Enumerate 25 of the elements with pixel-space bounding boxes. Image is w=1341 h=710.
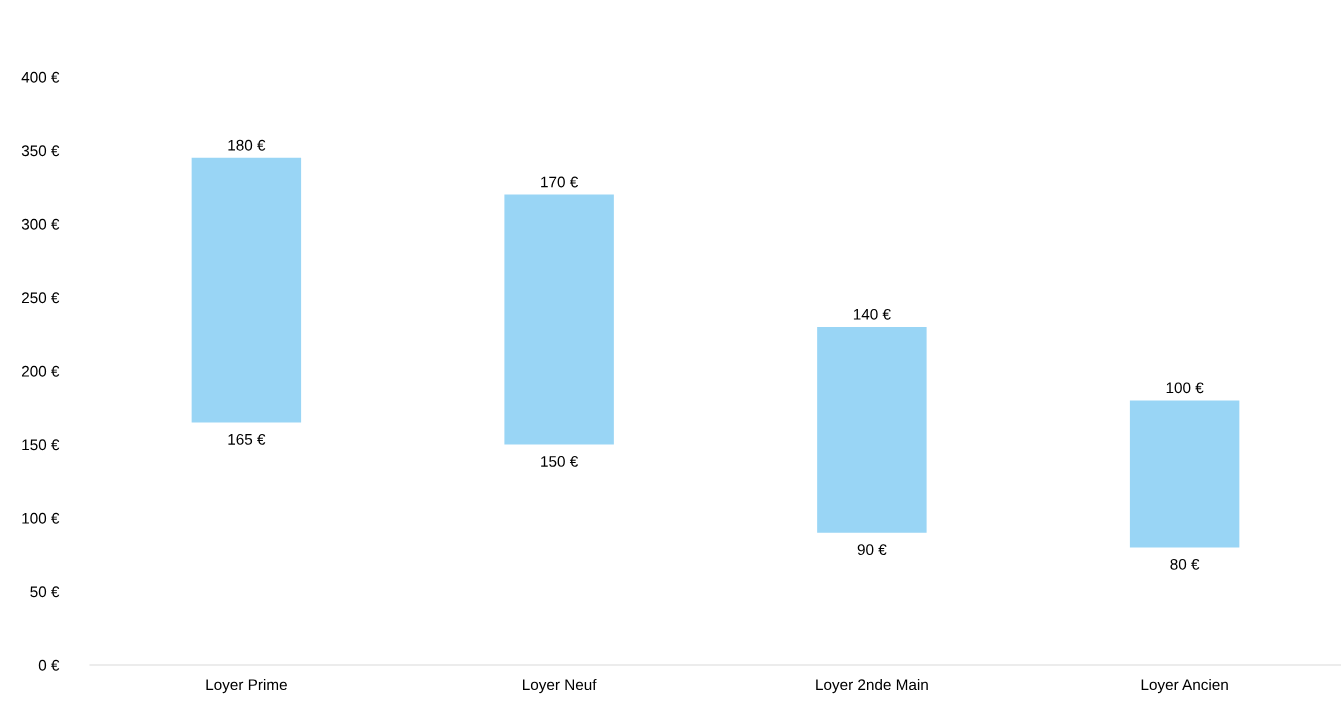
bar	[1129, 400, 1240, 548]
data-label: 180 €	[228, 139, 266, 151]
x-tick-label: Loyer Ancien	[1141, 678, 1228, 694]
y-tick-label: 300 €	[21, 218, 60, 230]
x-tick-label: Loyer Prime	[206, 678, 287, 694]
y-tick-label: 100 €	[22, 512, 60, 524]
y-tick-label: 350 €	[21, 145, 60, 157]
x-tick-label: Loyer 2nde Main	[816, 678, 928, 694]
y-tick-label: 400 €	[21, 71, 60, 83]
annotation: 80 €	[1170, 558, 1200, 570]
y-tick-label: 0 €	[38, 659, 60, 671]
annotation: 90 €	[857, 544, 887, 556]
y-tick-label: 150 €	[22, 439, 60, 451]
bar	[817, 326, 927, 533]
annotation: 165 €	[228, 433, 266, 445]
y-tick-label: 50 €	[30, 586, 60, 598]
bar	[504, 194, 614, 445]
x-tick-label: Loyer Neuf	[523, 678, 597, 694]
y-tick-label: 250 €	[21, 292, 60, 304]
data-label: 170 €	[541, 176, 579, 188]
bar	[191, 157, 302, 423]
data-label: 100 €	[1166, 382, 1204, 394]
annotation: 150 €	[541, 456, 579, 467]
data-label: 140 €	[853, 308, 891, 320]
y-tick-label: 200 €	[21, 365, 60, 377]
